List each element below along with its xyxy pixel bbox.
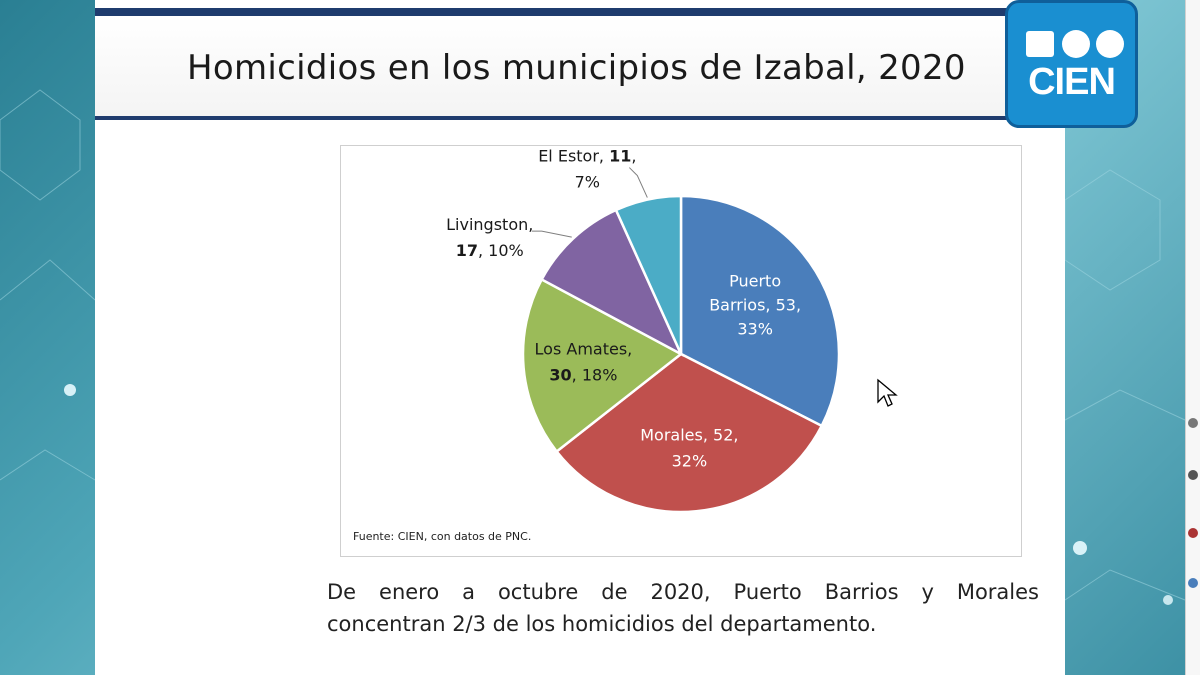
pie-slice-livingston — [540, 208, 684, 357]
slice-label: Puerto — [729, 272, 781, 291]
panel-indicator — [1188, 528, 1198, 538]
slice-label: Morales, 52, — [640, 425, 738, 444]
caption-line-2: concentran 2/3 de los homicidios del dep… — [327, 612, 877, 636]
logo-word: CIEN — [1028, 61, 1116, 103]
slide-top-bar — [95, 8, 1065, 16]
pie-slice-el-estor — [614, 194, 683, 355]
side-panel — [1185, 0, 1200, 675]
panel-indicator — [1188, 470, 1198, 480]
pie-slice-morales — [554, 352, 824, 514]
pie-chart: Puerto Barrios, 53, 33% Morales, 52, 32% Los … — [446, 147, 841, 514]
chart-source: Fuente: CIEN, con datos de PNC. — [353, 530, 532, 543]
slice-label: 32% — [672, 451, 708, 470]
logo-mark-icon — [1026, 30, 1124, 58]
caption-line-1: De enero a octubre de 2020, Puerto Barri… — [327, 580, 1039, 604]
pie-chart-box: Puerto Barrios, 53, 33% Morales, 52, 32% Los … — [340, 145, 1022, 557]
slice-label: Barrios, 53, — [709, 296, 801, 315]
pie-slice-puerto-barrios — [679, 194, 841, 428]
title-area: Homicidios en los municipios de Izabal, … — [95, 16, 1065, 120]
slide: Homicidios en los municipios de Izabal, … — [95, 0, 1065, 675]
slice-label: 7% — [575, 173, 600, 192]
panel-indicator — [1188, 578, 1198, 588]
slide-caption: De enero a octubre de 2020, Puerto Barri… — [327, 576, 1039, 640]
slice-label: 33% — [737, 320, 773, 339]
slice-label: El Estor, 11, — [538, 147, 636, 166]
leader-line — [531, 230, 572, 238]
panel-indicator — [1188, 418, 1198, 428]
slice-label: Livingston, — [446, 215, 533, 234]
leader-line — [628, 167, 648, 198]
slice-label: Los Amates, — [535, 339, 633, 358]
mouse-cursor-icon — [877, 378, 898, 407]
slide-title: Homicidios en los municipios de Izabal, … — [187, 48, 966, 88]
slice-label: 17, 10% — [456, 241, 524, 260]
cien-logo: CIEN — [1005, 0, 1138, 128]
pie-slice-los-amates — [521, 277, 684, 454]
slice-label: 30, 18% — [549, 365, 617, 384]
